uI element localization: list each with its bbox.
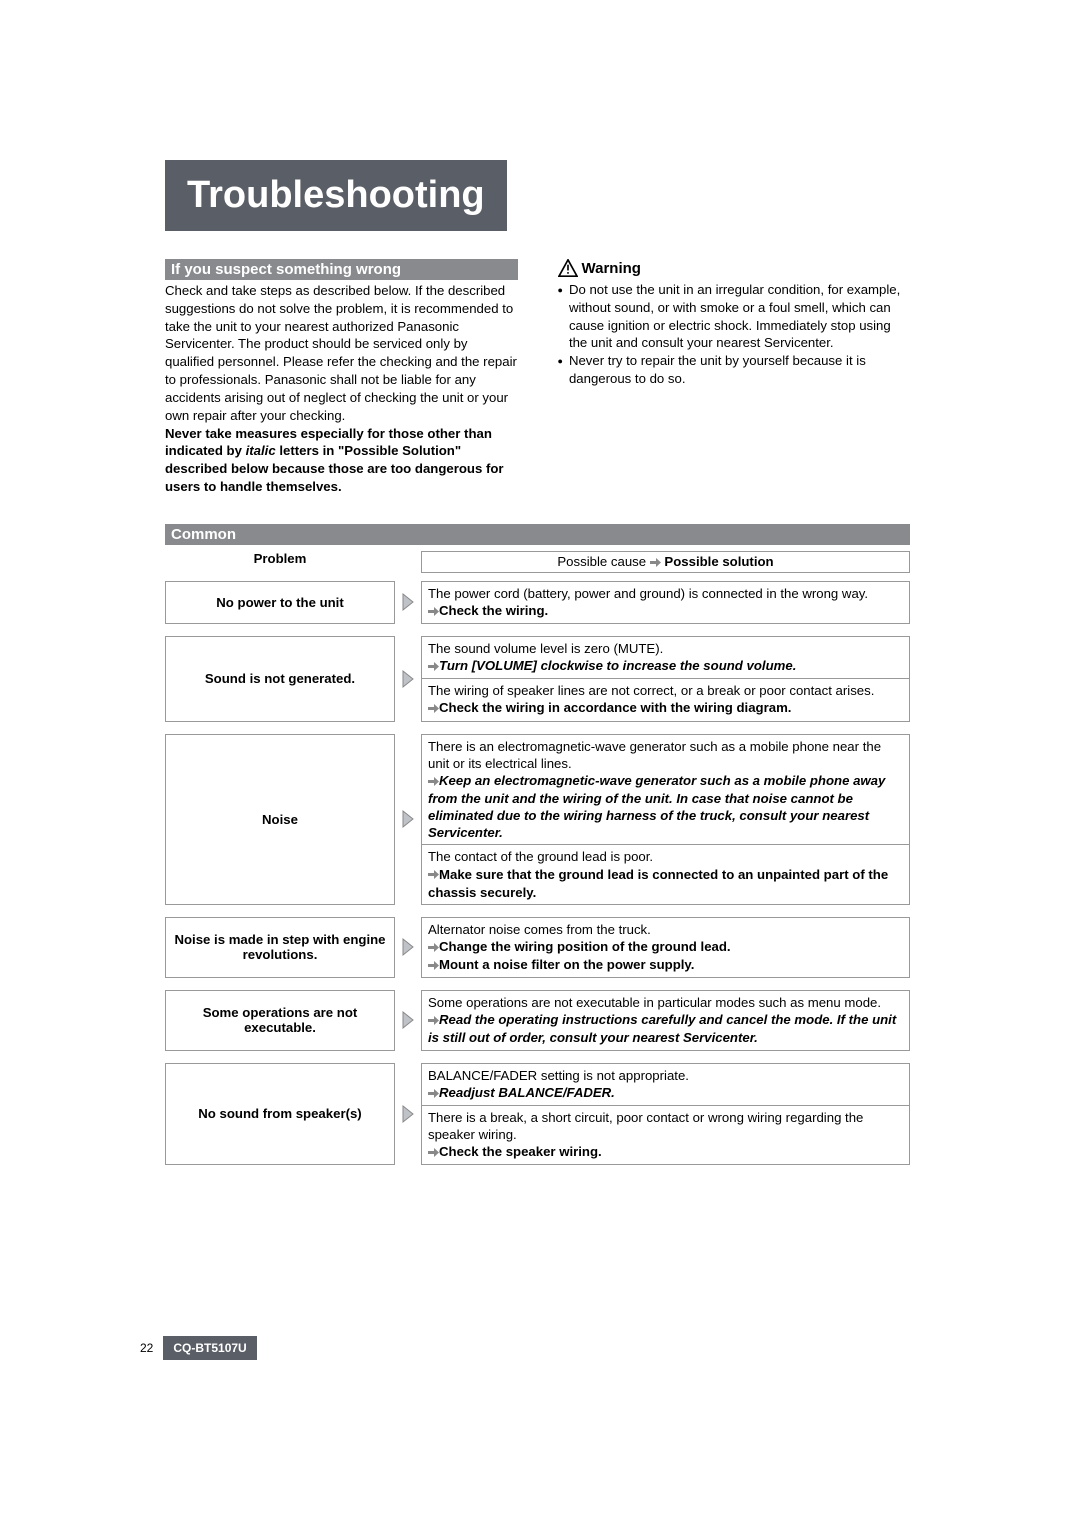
problem-cell: Sound is not generated. xyxy=(165,636,395,722)
table-row: Some operations are not executable. Some … xyxy=(165,990,910,1050)
problem-cell: No sound from speaker(s) xyxy=(165,1063,395,1166)
solution-block: There is a break, a short circuit, poor … xyxy=(422,1105,909,1164)
solution-block: Alternator noise comes from the truck.Ch… xyxy=(422,918,909,977)
table-row: No sound from speaker(s) BALANCE/FADER se… xyxy=(165,1063,910,1166)
troubleshooting-table: Problem Possible cause Possible solution… xyxy=(165,551,910,1165)
solution-block: Some operations are not executable in pa… xyxy=(422,991,909,1049)
col-cause-label: Possible cause xyxy=(557,554,646,569)
col-solution-label: Possible solution xyxy=(664,554,773,569)
problem-cell: Noise is made in step with engine revolu… xyxy=(165,917,395,978)
warning-heading: Warning xyxy=(558,259,911,277)
table-header-row: Problem Possible cause Possible solution xyxy=(165,551,910,573)
warning-item: Never try to repair the unit by yourself… xyxy=(558,352,911,388)
page-number: 22 xyxy=(140,1341,153,1355)
suspect-pre: Check and take steps as described below.… xyxy=(165,283,517,423)
right-arrow-icon xyxy=(650,555,661,570)
row-arrow-icon xyxy=(395,990,421,1050)
solution-block: The power cord (battery, power and groun… xyxy=(422,582,909,623)
table-row: Sound is not generated. The sound volume … xyxy=(165,636,910,722)
solution-cell: BALANCE/FADER setting is not appropriate… xyxy=(421,1063,910,1166)
warning-list: Do not use the unit in an irregular cond… xyxy=(558,281,911,388)
solution-cell: The sound volume level is zero (MUTE).Tu… xyxy=(421,636,910,722)
solution-block: The wiring of speaker lines are not corr… xyxy=(422,678,909,720)
solution-block: There is an electromagnetic-wave generat… xyxy=(422,735,909,845)
solution-block: The contact of the ground lead is poor.M… xyxy=(422,844,909,903)
row-arrow-icon xyxy=(395,636,421,722)
table-row: No power to the unit The power cord (batt… xyxy=(165,581,910,624)
solution-block: BALANCE/FADER setting is not appropriate… xyxy=(422,1064,909,1105)
page-footer: 22 CQ-BT5107U xyxy=(140,1336,257,1360)
warning-triangle-icon xyxy=(558,259,578,277)
warning-title: Warning xyxy=(582,260,641,277)
page-title: Troubleshooting xyxy=(165,160,507,231)
row-arrow-icon xyxy=(395,734,421,905)
row-arrow-icon xyxy=(395,917,421,978)
suspect-italic: italic xyxy=(246,443,276,458)
solution-block: The sound volume level is zero (MUTE).Tu… xyxy=(422,637,909,678)
table-row: Noise is made in step with engine revolu… xyxy=(165,917,910,978)
problem-cell: No power to the unit xyxy=(165,581,395,624)
intro-columns: If you suspect something wrong Check and… xyxy=(165,259,910,496)
row-arrow-icon xyxy=(395,1063,421,1166)
row-arrow-icon xyxy=(395,581,421,624)
suspect-body: Check and take steps as described below.… xyxy=(165,282,518,496)
solution-cell: There is an electromagnetic-wave generat… xyxy=(421,734,910,905)
problem-cell: Some operations are not executable. xyxy=(165,990,395,1050)
model-box: CQ-BT5107U xyxy=(163,1336,256,1360)
col-problem-header: Problem xyxy=(165,551,395,573)
suspect-header: If you suspect something wrong xyxy=(165,259,518,280)
table-row: NoiseThere is an electromagnetic-wave ge… xyxy=(165,734,910,905)
solution-cell: Some operations are not executable in pa… xyxy=(421,990,910,1050)
solution-cell: The power cord (battery, power and groun… xyxy=(421,581,910,624)
problem-cell: Noise xyxy=(165,734,395,905)
warning-item: Do not use the unit in an irregular cond… xyxy=(558,281,911,352)
common-section-bar: Common xyxy=(165,524,910,545)
solution-cell: Alternator noise comes from the truck.Ch… xyxy=(421,917,910,978)
col-solution-header: Possible cause Possible solution xyxy=(421,551,910,573)
